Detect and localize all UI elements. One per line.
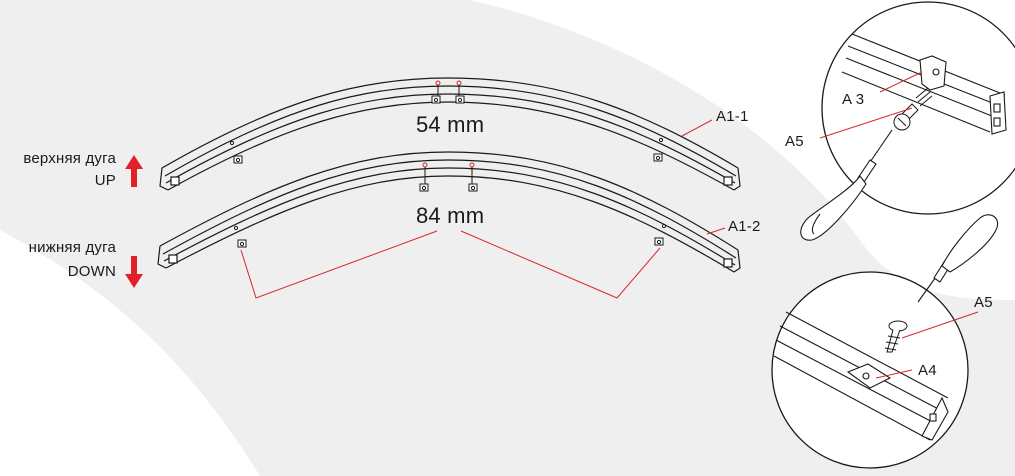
dimension-lower: 84 mm [416,203,485,228]
screw-icon [893,87,933,131]
upper-screw-points [229,80,664,146]
lower-brackets [237,183,664,248]
part-leaders [681,119,726,235]
dimension-upper: 54 mm [416,112,485,137]
mounting-bracket-icon [653,153,663,162]
mounting-bracket-icon [468,183,478,192]
arrow-down-icon [125,256,143,288]
detail-label-a4: A4 [918,362,937,379]
part-label-a1-1: A1-1 [716,108,749,125]
upper-arc-profile [159,77,741,191]
screwdriver-icon [917,214,998,303]
lower-screw-points [233,162,667,231]
upper-arc-label-ru: верхняя дуга [23,150,116,167]
detail-label-a3: A 3 [842,91,865,108]
lower-arc-profile [157,151,741,273]
mounting-bracket-icon [419,183,429,192]
detail-top [800,1,1015,241]
lower-arc-label-en: DOWN [67,263,116,280]
lower-arc-label-ru: нижняя дуга [28,239,116,256]
upper-brackets [233,95,663,164]
part-label-a1-2: A1-2 [728,218,761,235]
detail-label-a5-bottom: A5 [974,294,993,311]
mounting-bracket-icon [431,95,441,104]
mounting-bracket-icon [237,239,247,248]
upper-arc-label-en: UP [94,172,116,189]
screwdriver-icon [800,129,893,241]
detail-label-a5-top: A5 [785,133,804,150]
screw-icon [884,320,908,353]
mounting-bracket-icon [233,155,243,164]
mounting-bracket-icon [455,95,465,104]
dimension-leaders [240,230,661,299]
arrow-up-icon [125,155,143,187]
detail-bottom [771,214,998,469]
mounting-bracket-icon [654,237,664,246]
